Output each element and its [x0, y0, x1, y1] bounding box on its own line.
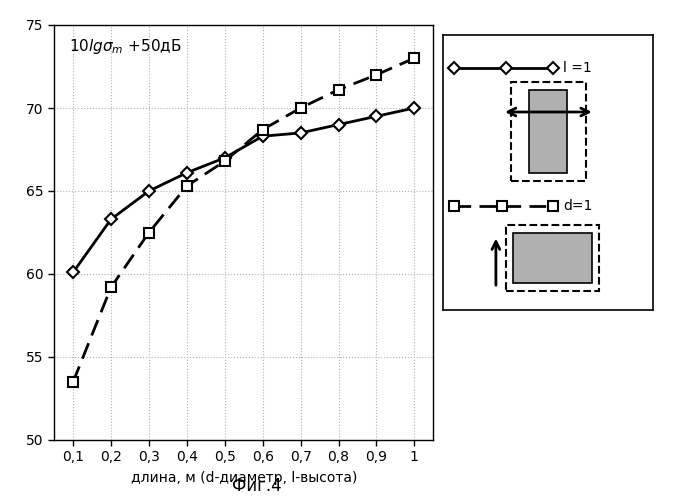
Bar [506, 225, 598, 291]
Bar [529, 90, 567, 172]
Text: l =1: l =1 [563, 61, 592, 75]
Text: Фиг.4: Фиг.4 [232, 477, 282, 495]
Text: d=1: d=1 [563, 198, 592, 212]
X-axis label: длина, м (d-диаметр, l-высота): длина, м (d-диаметр, l-высота) [131, 472, 357, 486]
Bar [510, 82, 586, 180]
Text: $10lg\sigma_m$ +50дБ: $10lg\sigma_m$ +50дБ [69, 38, 182, 56]
Bar [512, 233, 592, 282]
